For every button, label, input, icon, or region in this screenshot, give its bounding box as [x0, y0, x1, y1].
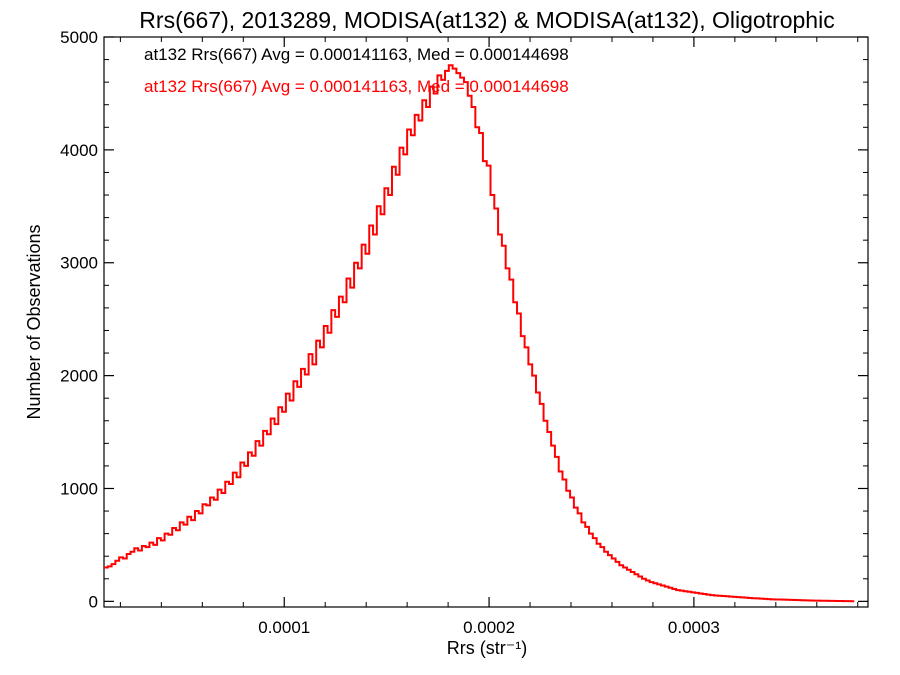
y-tick-label: 1000: [60, 479, 98, 498]
chart-title: Rrs(667), 2013289, MODISA(at132) & MODIS…: [139, 7, 834, 33]
annotation-red-stats: at132 Rrs(667) Avg = 0.000141163, Med = …: [144, 77, 569, 96]
x-axis-label: Rrs (str⁻¹): [447, 638, 527, 658]
y-tick-label: 4000: [60, 141, 98, 160]
y-tick-label: 5000: [60, 28, 98, 47]
y-tick-label: 0: [89, 592, 98, 611]
y-axis-ticks: 0 1000 2000 3000 4000 5000: [60, 28, 868, 611]
histogram-series-line: [104, 64, 855, 603]
y-tick-label: 2000: [60, 367, 98, 386]
y-axis-label: Number of Observations: [24, 224, 44, 419]
y-tick-label: 3000: [60, 254, 98, 273]
x-tick-label: 0.0001: [258, 618, 310, 637]
x-axis-ticks: 0.0001 0.0002 0.0003: [119, 37, 859, 637]
plot-frame: [103, 36, 869, 608]
x-tick-label: 0.0002: [463, 618, 515, 637]
annotation-black-stats: at132 Rrs(667) Avg = 0.000141163, Med = …: [144, 45, 569, 64]
x-tick-label: 0.0003: [668, 618, 720, 637]
